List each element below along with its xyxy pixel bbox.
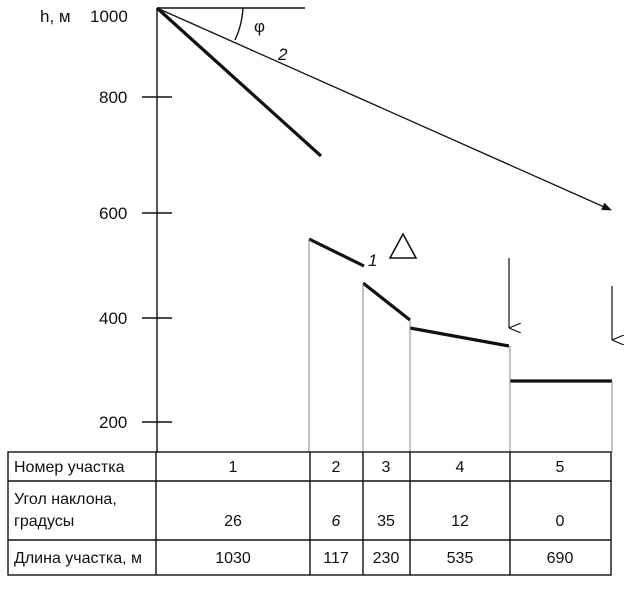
- row-header-angle-line1: Угол наклона,: [14, 491, 117, 508]
- cell-number-4: 4: [456, 459, 465, 476]
- curve-label-1: 1: [368, 251, 377, 270]
- profile-segment-4: [409, 326, 510, 348]
- row-header-segment-number: Номер участка: [14, 459, 125, 476]
- straight-slope-arrow: [156, 7, 612, 211]
- cell-angle-3: 35: [377, 513, 395, 530]
- y-tick-label-400: 400: [99, 309, 127, 328]
- cell-number-3: 3: [382, 459, 391, 476]
- data-table: Номер участка 1 2 3 4 5 Угол наклона, гр…: [7, 451, 612, 576]
- profile-segment-2: [308, 237, 365, 268]
- y-axis-label: h, м: [40, 7, 71, 26]
- cell-angle-5: 0: [556, 513, 565, 530]
- cell-angle-2: 6: [332, 513, 341, 530]
- cell-length-2: 117: [323, 550, 349, 567]
- angle-symbol: φ: [254, 17, 265, 36]
- profile-segment-1: [155, 6, 323, 158]
- curve-label-2: 2: [277, 45, 288, 64]
- cell-angle-4: 12: [451, 513, 469, 530]
- cell-number-5: 5: [556, 459, 565, 476]
- y-tick-label-200: 200: [99, 413, 127, 432]
- cell-length-1: 1030: [215, 550, 251, 567]
- y-tick-label-1000: 1000: [90, 7, 128, 26]
- triangle-icon: [388, 232, 418, 259]
- cell-length-4: 535: [447, 550, 474, 567]
- cell-angle-1: 26: [224, 513, 242, 530]
- cell-length-5: 690: [547, 550, 574, 567]
- row-header-angle-line2: градусы: [14, 513, 74, 530]
- cell-length-3: 230: [373, 550, 400, 567]
- row-header-length: Длина участка, м: [14, 550, 142, 567]
- y-tick-label-600: 600: [99, 204, 127, 223]
- cell-number-2: 2: [332, 459, 341, 476]
- angle-arc: [234, 7, 244, 41]
- cell-number-1: 1: [229, 459, 238, 476]
- profile-segment-3: [362, 281, 411, 322]
- y-tick-label-800: 800: [99, 88, 127, 107]
